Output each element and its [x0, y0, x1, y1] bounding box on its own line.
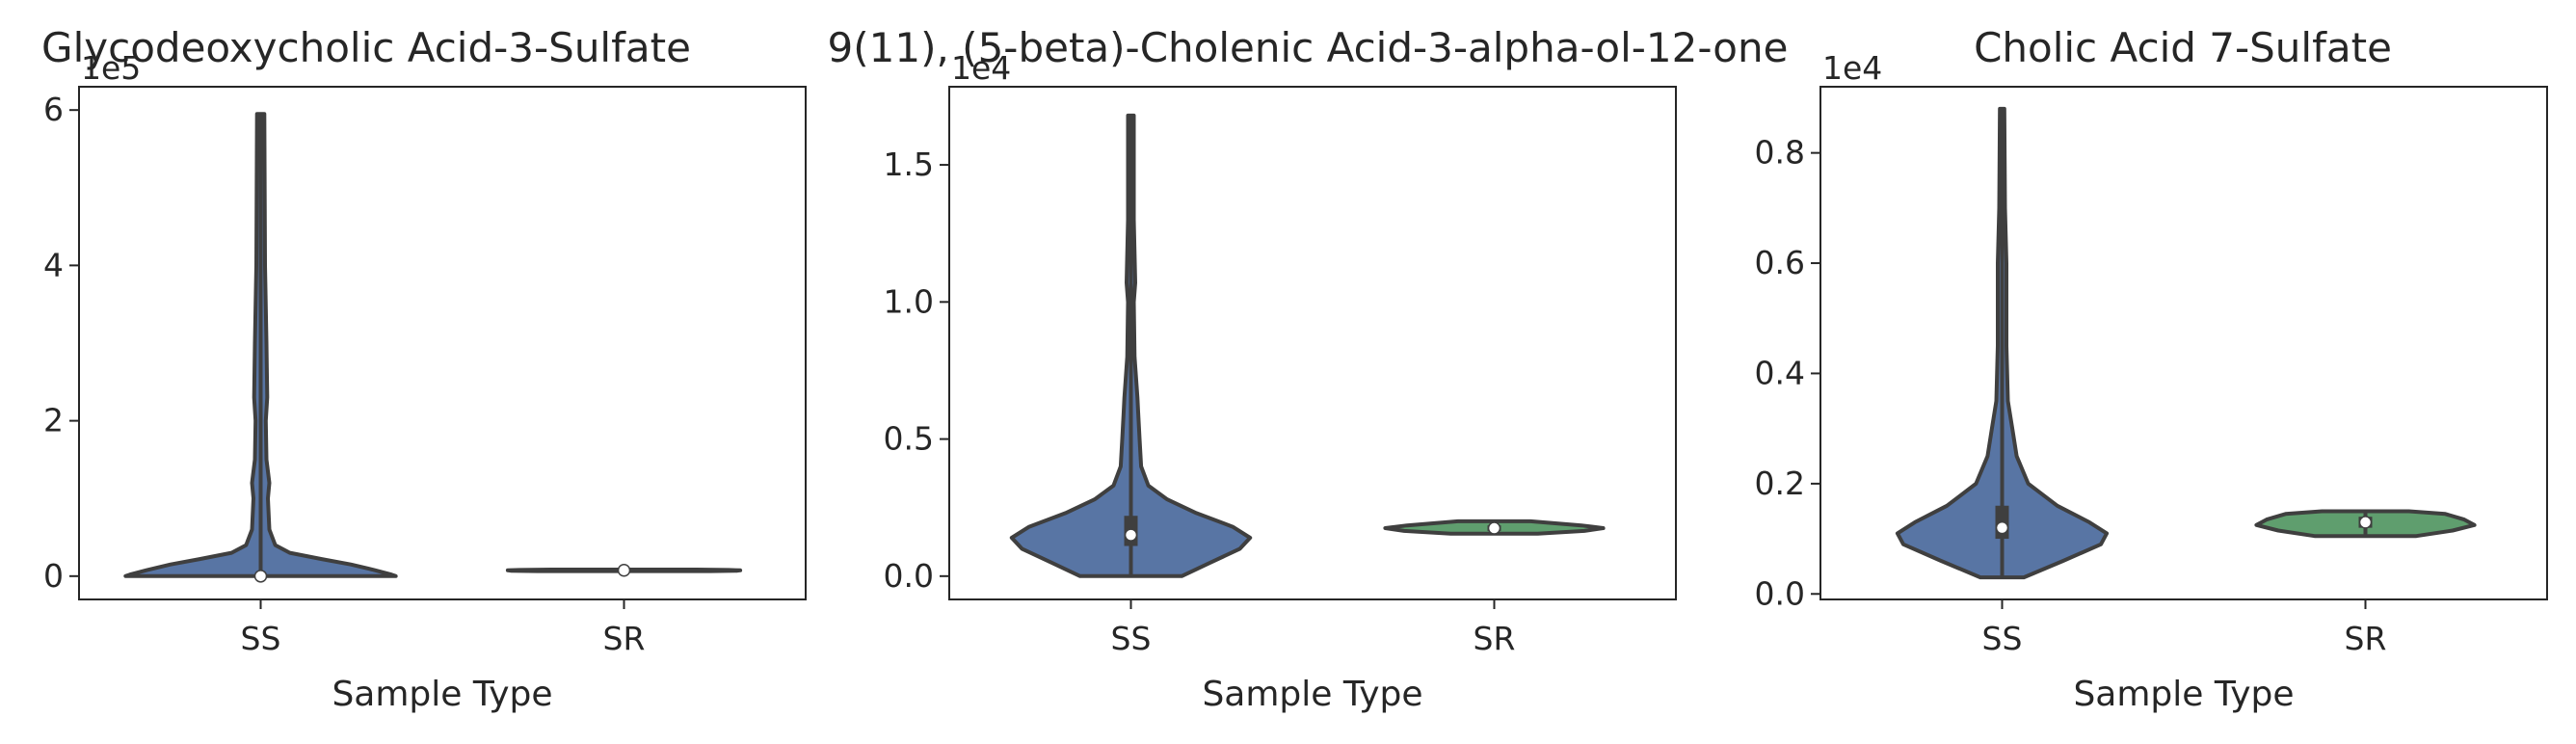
y-offset-label: 1e4 [951, 49, 1011, 87]
x-axis-label: Sample Type [2073, 675, 2294, 714]
y-offset-label: 1e5 [81, 49, 141, 87]
median-dot-sr [2358, 516, 2373, 529]
median-dot-ss [1995, 520, 2009, 535]
y-tick-label: 6 [43, 91, 64, 128]
y-tick-label: 0 [43, 557, 64, 595]
y-tick-label: 0.4 [1755, 354, 1805, 391]
y-tick-label: 0.5 [884, 420, 934, 458]
y-tick-label: 0.0 [884, 557, 934, 595]
x-tick-label-ss: SS [1111, 620, 1152, 657]
y-tick-label: 0.8 [1755, 134, 1805, 172]
y-tick-label: 4 [43, 246, 64, 283]
y-tick-label: 2 [43, 402, 64, 439]
x-tick-label-sr: SR [2345, 620, 2387, 657]
x-tick-label-sr: SR [1474, 620, 1516, 657]
x-tick-label-ss: SS [241, 620, 281, 657]
y-offset-label: 1e4 [1822, 49, 1882, 87]
x-tick-label-sr: SR [603, 620, 646, 657]
chart-panel-3: 0.0 0.2 0.4 0.6 0.8 SS SR Sample Type 1e4 Cholic … [1755, 24, 2548, 714]
y-tick-label: 1.5 [884, 146, 934, 183]
chart-title: Glycodeoxycholic Acid-3-Sulfate [41, 24, 691, 71]
x-tick-label-ss: SS [1982, 620, 2023, 657]
y-tick-label: 0.6 [1755, 244, 1805, 281]
axes-frame [1819, 86, 2548, 600]
x-axis-label: Sample Type [332, 675, 552, 714]
chart-title: 9(11), (5-beta)-Cholenic Acid-3-alpha-ol… [828, 24, 1789, 71]
axes-frame [948, 86, 1677, 600]
axes-frame [78, 86, 807, 600]
median-dot-sr [617, 564, 631, 577]
median-dot-ss [253, 570, 268, 583]
y-tick-label: 0.0 [1755, 574, 1805, 612]
y-tick-label: 0.2 [1755, 465, 1805, 502]
y-tick-label: 1.0 [884, 282, 934, 320]
median-dot-ss [1124, 528, 1138, 542]
x-axis-label: Sample Type [1202, 675, 1422, 714]
median-dot-sr [1487, 521, 1501, 535]
chart-title: Cholic Acid 7-Sulfate [1974, 24, 2392, 71]
